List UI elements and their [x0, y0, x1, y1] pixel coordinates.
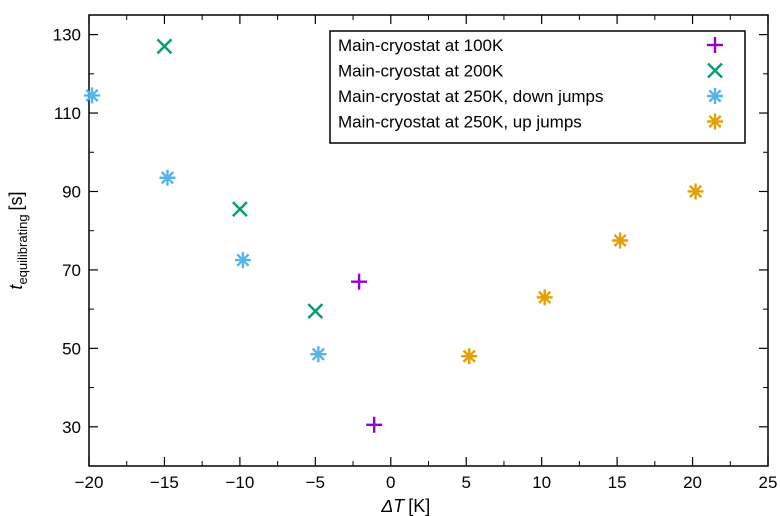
data-point-star — [84, 87, 101, 104]
x-tick-label: 0 — [386, 473, 395, 492]
x-tick-label: −5 — [306, 473, 325, 492]
data-point-star — [159, 169, 176, 186]
x-tick-label: 5 — [461, 473, 470, 492]
data-point-star — [687, 183, 704, 200]
legend-box — [329, 30, 746, 144]
data-point-star — [612, 232, 629, 249]
y-tick-label: 30 — [62, 418, 81, 437]
data-point-star — [536, 289, 553, 306]
y-tick-label: 130 — [53, 26, 81, 45]
y-tick-label: 90 — [62, 182, 81, 201]
legend-entry-label: Main-cryostat at 250K, up jumps — [338, 113, 582, 132]
data-point-star — [234, 252, 251, 269]
data-point-cross — [156, 38, 173, 55]
x-tick-label: 20 — [683, 473, 702, 492]
data-point-cross — [232, 201, 248, 217]
x-tick-label: −20 — [75, 473, 104, 492]
x-tick-label: 10 — [532, 473, 551, 492]
plot-frame — [88, 14, 769, 467]
legend-entry-label: Main-cryostat at 250K, down jumps — [338, 87, 604, 106]
legend-entry-label: Main-cryostat at 100K — [338, 36, 504, 55]
data-point-cross — [307, 303, 324, 319]
data-point-plus — [351, 273, 368, 290]
y-axis-title: tequilibrating[s] — [6, 191, 30, 289]
y-tick-label: 110 — [54, 104, 81, 123]
legend-marker-plus — [707, 37, 723, 53]
x-tick-label: 25 — [759, 473, 778, 492]
legend-entry-label: Main-cryostat at 200K — [338, 62, 504, 81]
legend-marker-star — [707, 88, 723, 104]
x-axis-title: ΔT [K] — [380, 496, 430, 516]
data-point-star — [310, 346, 327, 363]
legend-marker-cross — [707, 62, 723, 79]
x-tick-label: 15 — [608, 473, 627, 492]
y-tick-label: 50 — [62, 339, 81, 358]
x-tick-label: −15 — [150, 473, 179, 492]
legend: Main-cryostat at 100K Main-cryostat at 20… — [329, 30, 746, 144]
legend-marker-star — [707, 113, 723, 130]
x-tick-label: −10 — [225, 473, 254, 492]
data-points — [84, 38, 704, 433]
data-point-plus — [366, 416, 383, 433]
y-tick-label: 70 — [62, 261, 81, 280]
data-point-star — [461, 348, 478, 365]
